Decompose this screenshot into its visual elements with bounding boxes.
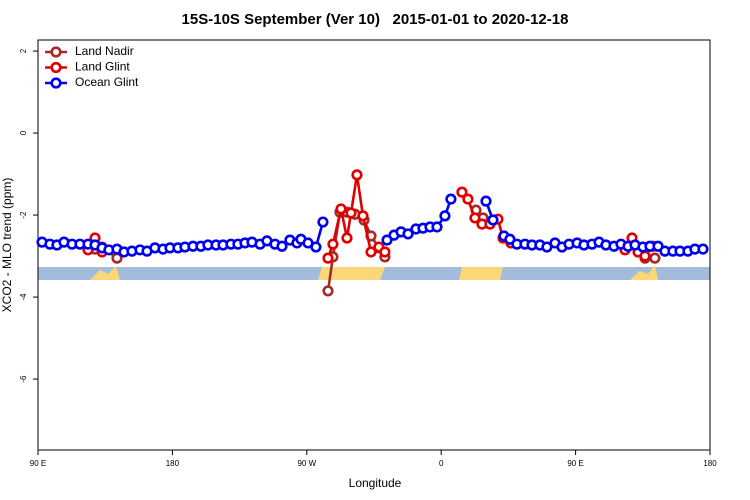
- surface-band: [38, 265, 710, 280]
- legend-label: Ocean Glint: [75, 75, 139, 89]
- x-tick-label: 0: [439, 459, 444, 468]
- point: [327, 238, 339, 250]
- x-tick-label: 90 W: [297, 459, 316, 468]
- point: [469, 212, 481, 224]
- y-tick-label: -4: [19, 293, 28, 301]
- legend-label: Land Nadir: [75, 44, 134, 58]
- chart-title: 15S-10S September (Ver 10) 2015-01-01 to…: [182, 11, 569, 28]
- y-axis-label: XCO2 - MLO trend (ppm): [0, 178, 14, 313]
- point: [445, 193, 457, 205]
- land-patch: [459, 267, 503, 280]
- point: [487, 214, 499, 226]
- legend-label: Land Glint: [75, 60, 130, 74]
- x-tick-label: 180: [703, 459, 717, 468]
- point: [276, 240, 288, 252]
- land-patch: [318, 267, 385, 280]
- point: [431, 221, 443, 233]
- point: [335, 203, 347, 215]
- point: [365, 246, 377, 258]
- x-tick-label: 90 E: [567, 459, 583, 468]
- point: [649, 252, 661, 264]
- x-tick-label: 90 E: [30, 459, 46, 468]
- point: [402, 228, 414, 240]
- point: [439, 210, 451, 222]
- point: [379, 246, 391, 258]
- point: [357, 210, 369, 222]
- x-tick-label: 180: [166, 459, 180, 468]
- point: [341, 232, 353, 244]
- y-tick-label: -6: [19, 375, 28, 383]
- point: [322, 252, 334, 264]
- legend-marker: [50, 77, 62, 89]
- point: [639, 250, 651, 262]
- land-patch: [90, 266, 120, 280]
- point: [456, 186, 468, 198]
- y-tick-label: 2: [19, 48, 28, 53]
- point: [351, 169, 363, 181]
- y-tick-label: -2: [19, 211, 28, 219]
- x-axis-label: Longitude: [349, 476, 402, 490]
- point: [480, 195, 492, 207]
- y-tick-label: 0: [19, 130, 28, 135]
- point: [322, 285, 334, 297]
- legend-marker: [50, 61, 62, 74]
- land-patch: [630, 265, 658, 280]
- point: [504, 233, 516, 245]
- point: [317, 216, 329, 228]
- point: [345, 207, 357, 219]
- point: [697, 243, 709, 255]
- point: [381, 234, 393, 246]
- point: [462, 193, 474, 205]
- point: [310, 241, 322, 253]
- legend-marker: [50, 46, 62, 58]
